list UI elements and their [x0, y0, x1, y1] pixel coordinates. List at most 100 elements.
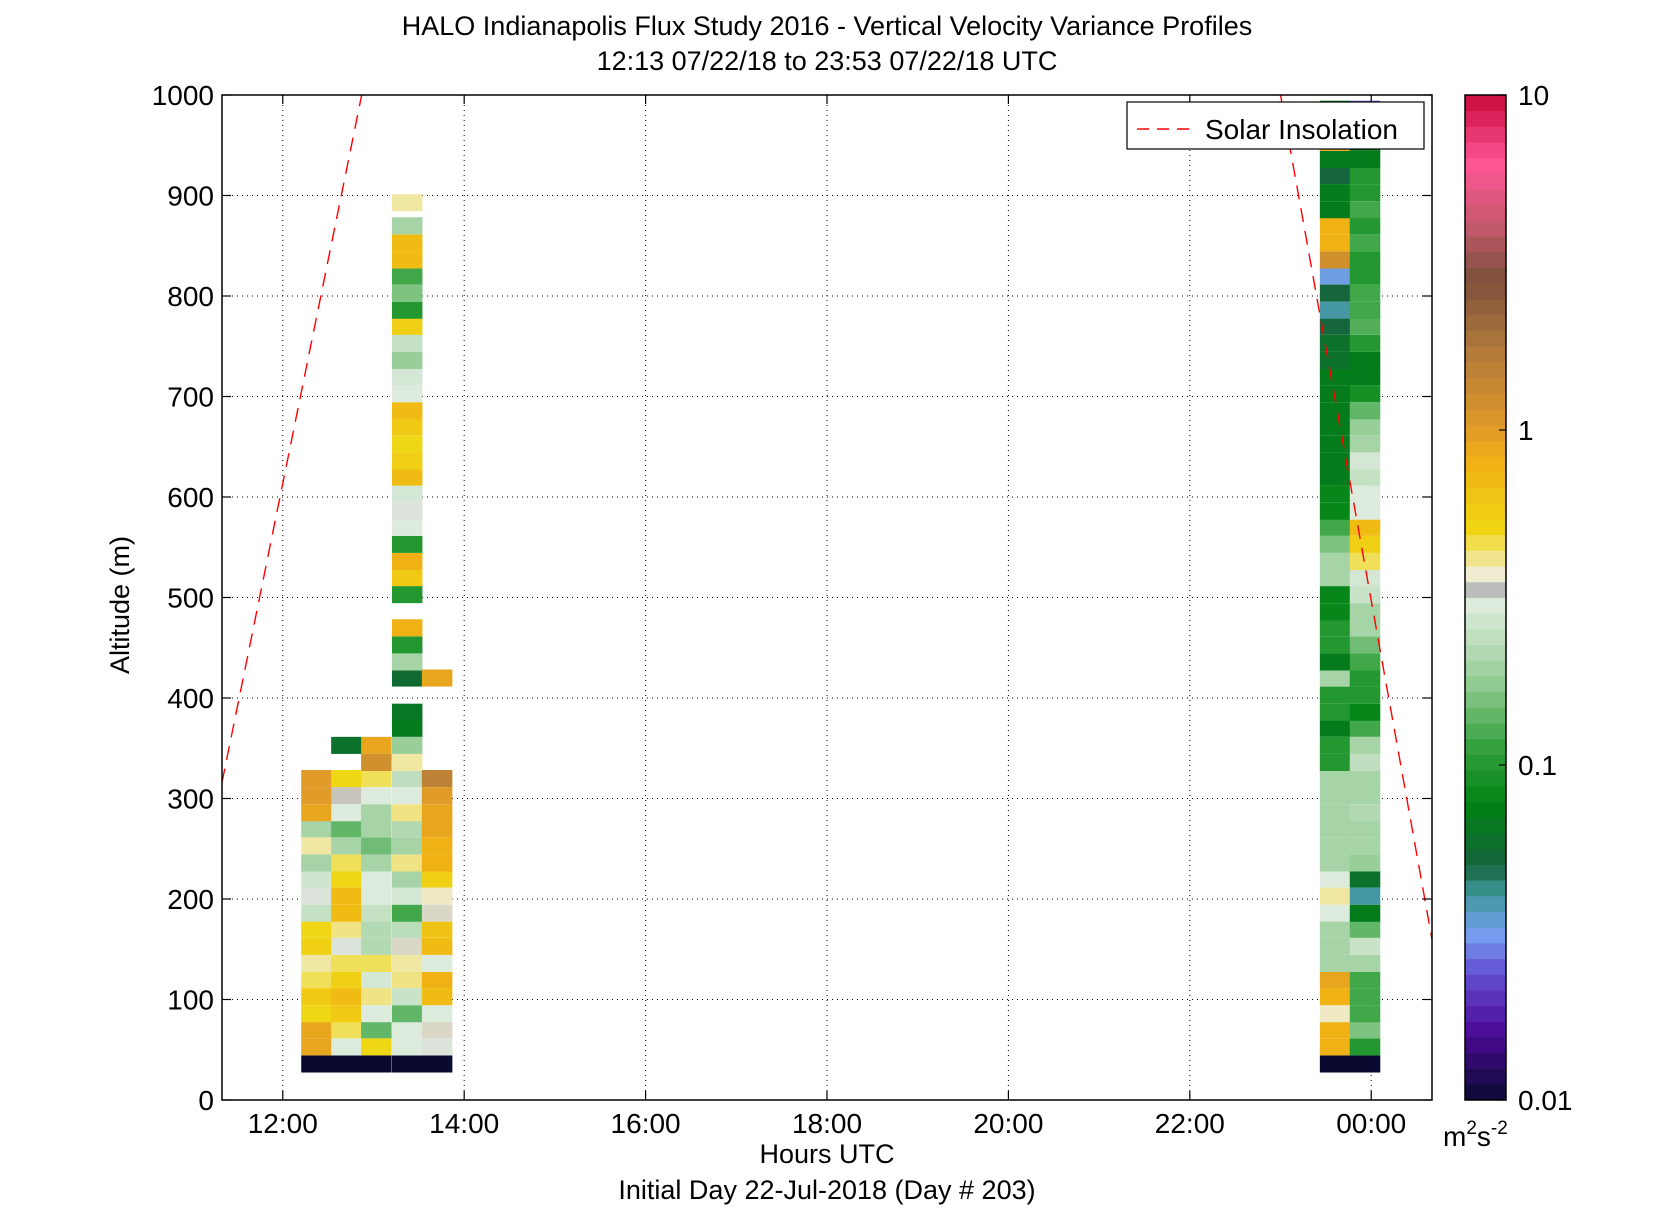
heatmap-cell — [1319, 837, 1351, 855]
heatmap-cell — [1319, 636, 1351, 654]
heatmap-cell — [1349, 535, 1381, 553]
colorbar-band — [1465, 597, 1506, 614]
colorbar-band — [1465, 142, 1506, 159]
heatmap-cell — [1319, 301, 1351, 319]
colorbar-band — [1465, 707, 1506, 724]
heatmap-cell — [331, 971, 362, 989]
x-tick-label: 22:00 — [1155, 1108, 1225, 1139]
colorbar-band — [1465, 754, 1506, 771]
heatmap-cell — [1319, 502, 1351, 520]
heatmap-cell — [1319, 368, 1351, 386]
y-tick-label: 600 — [167, 482, 214, 513]
heatmap-cell — [1349, 368, 1381, 386]
x-axis-label: Hours UTC — [759, 1139, 894, 1169]
heatmap-cell — [391, 301, 423, 319]
heatmap-cell — [1319, 569, 1351, 587]
heatmap-cell — [1349, 452, 1381, 470]
heatmap-cell — [1319, 435, 1351, 453]
heatmap-cell — [1349, 736, 1381, 754]
heatmap-cell — [1319, 334, 1351, 352]
colorbar-band — [1465, 456, 1506, 473]
colorbar-band — [1465, 267, 1506, 284]
heatmap-cell — [421, 770, 453, 788]
heatmap-cell — [391, 284, 423, 302]
heatmap-cell — [1349, 937, 1381, 955]
heatmap-cell — [391, 770, 423, 788]
colorbar-band — [1465, 204, 1506, 222]
heatmap-cell — [331, 904, 362, 922]
colorbar-band — [1465, 236, 1506, 253]
heatmap-cell — [361, 988, 392, 1006]
x-tick-label: 20:00 — [973, 1108, 1043, 1139]
colorbar-band — [1465, 487, 1506, 504]
colorbar-band — [1465, 566, 1506, 583]
heatmap-cell — [1349, 804, 1381, 822]
x-tick-label: 16:00 — [611, 1108, 681, 1139]
colorbar-band — [1465, 299, 1506, 316]
colorbar-band — [1465, 644, 1506, 661]
heatmap-cell — [391, 485, 423, 503]
heatmap-cell — [391, 452, 423, 470]
heatmap-cell — [1319, 870, 1351, 888]
heatmap-cell — [1349, 468, 1381, 486]
colorbar-band — [1465, 942, 1506, 960]
colorbar-tick-label: 1 — [1518, 415, 1534, 446]
chart-title: HALO Indianapolis Flux Study 2016 - Vert… — [402, 11, 1252, 41]
heatmap-cell — [1349, 988, 1381, 1006]
heatmap-cell — [361, 1038, 392, 1056]
colorbar-band — [1465, 252, 1506, 269]
heatmap-cell — [1349, 251, 1381, 269]
heatmap-cell — [361, 870, 392, 888]
y-tick-label: 1000 — [152, 80, 214, 111]
x-axis-ticks: 12:00 14:00 16:00 18:00 20:00 22:00 00:00 — [248, 95, 1406, 1139]
heatmap-cell — [1319, 251, 1351, 269]
heatmap-cell — [301, 1038, 332, 1056]
heatmap-cell — [1349, 1021, 1381, 1039]
heatmap-cell — [1319, 603, 1351, 621]
heatmap-cell — [1319, 937, 1351, 955]
heatmap-cell — [331, 954, 362, 972]
heatmap-cell — [421, 820, 453, 838]
heatmap-cell — [391, 402, 423, 420]
heatmap-cell — [1349, 971, 1381, 989]
heatmap-cell — [1349, 502, 1381, 520]
colorbar: 0.01 0.1 1 10 m2s-2 — [1443, 80, 1573, 1152]
heatmap-cell — [301, 1005, 332, 1023]
colorbar-band — [1465, 440, 1506, 457]
heatmap-cell — [391, 518, 423, 536]
heatmap-cell — [361, 887, 392, 905]
heatmap-cell — [1349, 184, 1381, 202]
colorbar-band — [1465, 927, 1506, 944]
heatmap-cell — [1319, 217, 1351, 235]
heatmap-cell — [1349, 317, 1381, 335]
colorbar-band — [1465, 833, 1506, 850]
heatmap-cell — [361, 1055, 392, 1073]
heatmap-cell — [391, 619, 423, 637]
colorbar-band — [1465, 393, 1506, 410]
y-tick-label: 800 — [167, 281, 214, 312]
heatmap-cell — [301, 904, 332, 922]
heatmap-cell — [391, 971, 423, 989]
heatmap-cell — [1349, 719, 1381, 737]
colorbar-band — [1465, 1052, 1506, 1069]
heatmap-cell — [421, 1038, 453, 1056]
colorbar-band — [1465, 1037, 1506, 1054]
colorbar-band — [1465, 1005, 1506, 1022]
heatmap-cell — [331, 887, 362, 905]
heatmap-cell — [391, 954, 423, 972]
heatmap-cell — [1319, 971, 1351, 989]
heatmap-cell — [391, 586, 423, 604]
heatmap-cell — [301, 770, 332, 788]
x-tick-label: 12:00 — [248, 1108, 318, 1139]
heatmap-cell — [1349, 603, 1381, 621]
heatmap-cell — [1319, 686, 1351, 704]
heatmap-cell — [391, 653, 423, 671]
heatmap-cell — [391, 435, 423, 453]
x-tick-label: 00:00 — [1336, 1108, 1406, 1139]
heatmap-cell — [391, 837, 423, 855]
colorbar-band — [1465, 1021, 1506, 1038]
heatmap-cell — [331, 804, 362, 822]
heatmap-cell — [361, 904, 392, 922]
colorbar-band — [1465, 691, 1506, 708]
heatmap-cell — [331, 1005, 362, 1023]
